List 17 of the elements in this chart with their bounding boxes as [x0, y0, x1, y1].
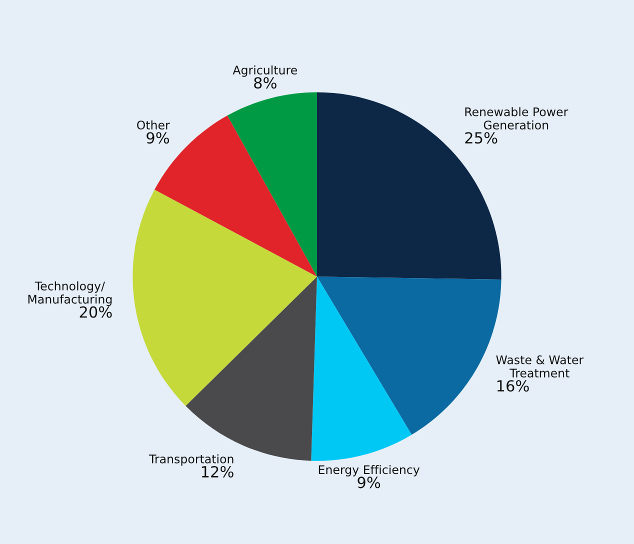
- pie-slice: [132, 190, 317, 406]
- slice-label: Energy Efficiency: [318, 464, 420, 476]
- slice-label: Technology/ Manufacturing: [28, 281, 112, 306]
- data-label: 12%: [202, 466, 234, 478]
- data-label: 25%: [465, 132, 498, 144]
- pie-slice: [227, 92, 317, 277]
- data-label: 20%: [80, 306, 112, 318]
- slice-label: Other: [137, 120, 170, 130]
- data-label: 9%: [146, 132, 170, 144]
- slice-label: Transportation: [148, 454, 234, 466]
- data-label: 16%: [497, 380, 529, 392]
- data-label: 8%: [254, 77, 276, 89]
- pie-slice: [311, 276, 412, 461]
- slice-label: Waste & Water Treatment: [496, 355, 584, 378]
- slice-label: Renewable Power Generation: [465, 107, 568, 130]
- data-label: 9%: [358, 476, 380, 488]
- slice-label: Agriculture: [232, 65, 297, 77]
